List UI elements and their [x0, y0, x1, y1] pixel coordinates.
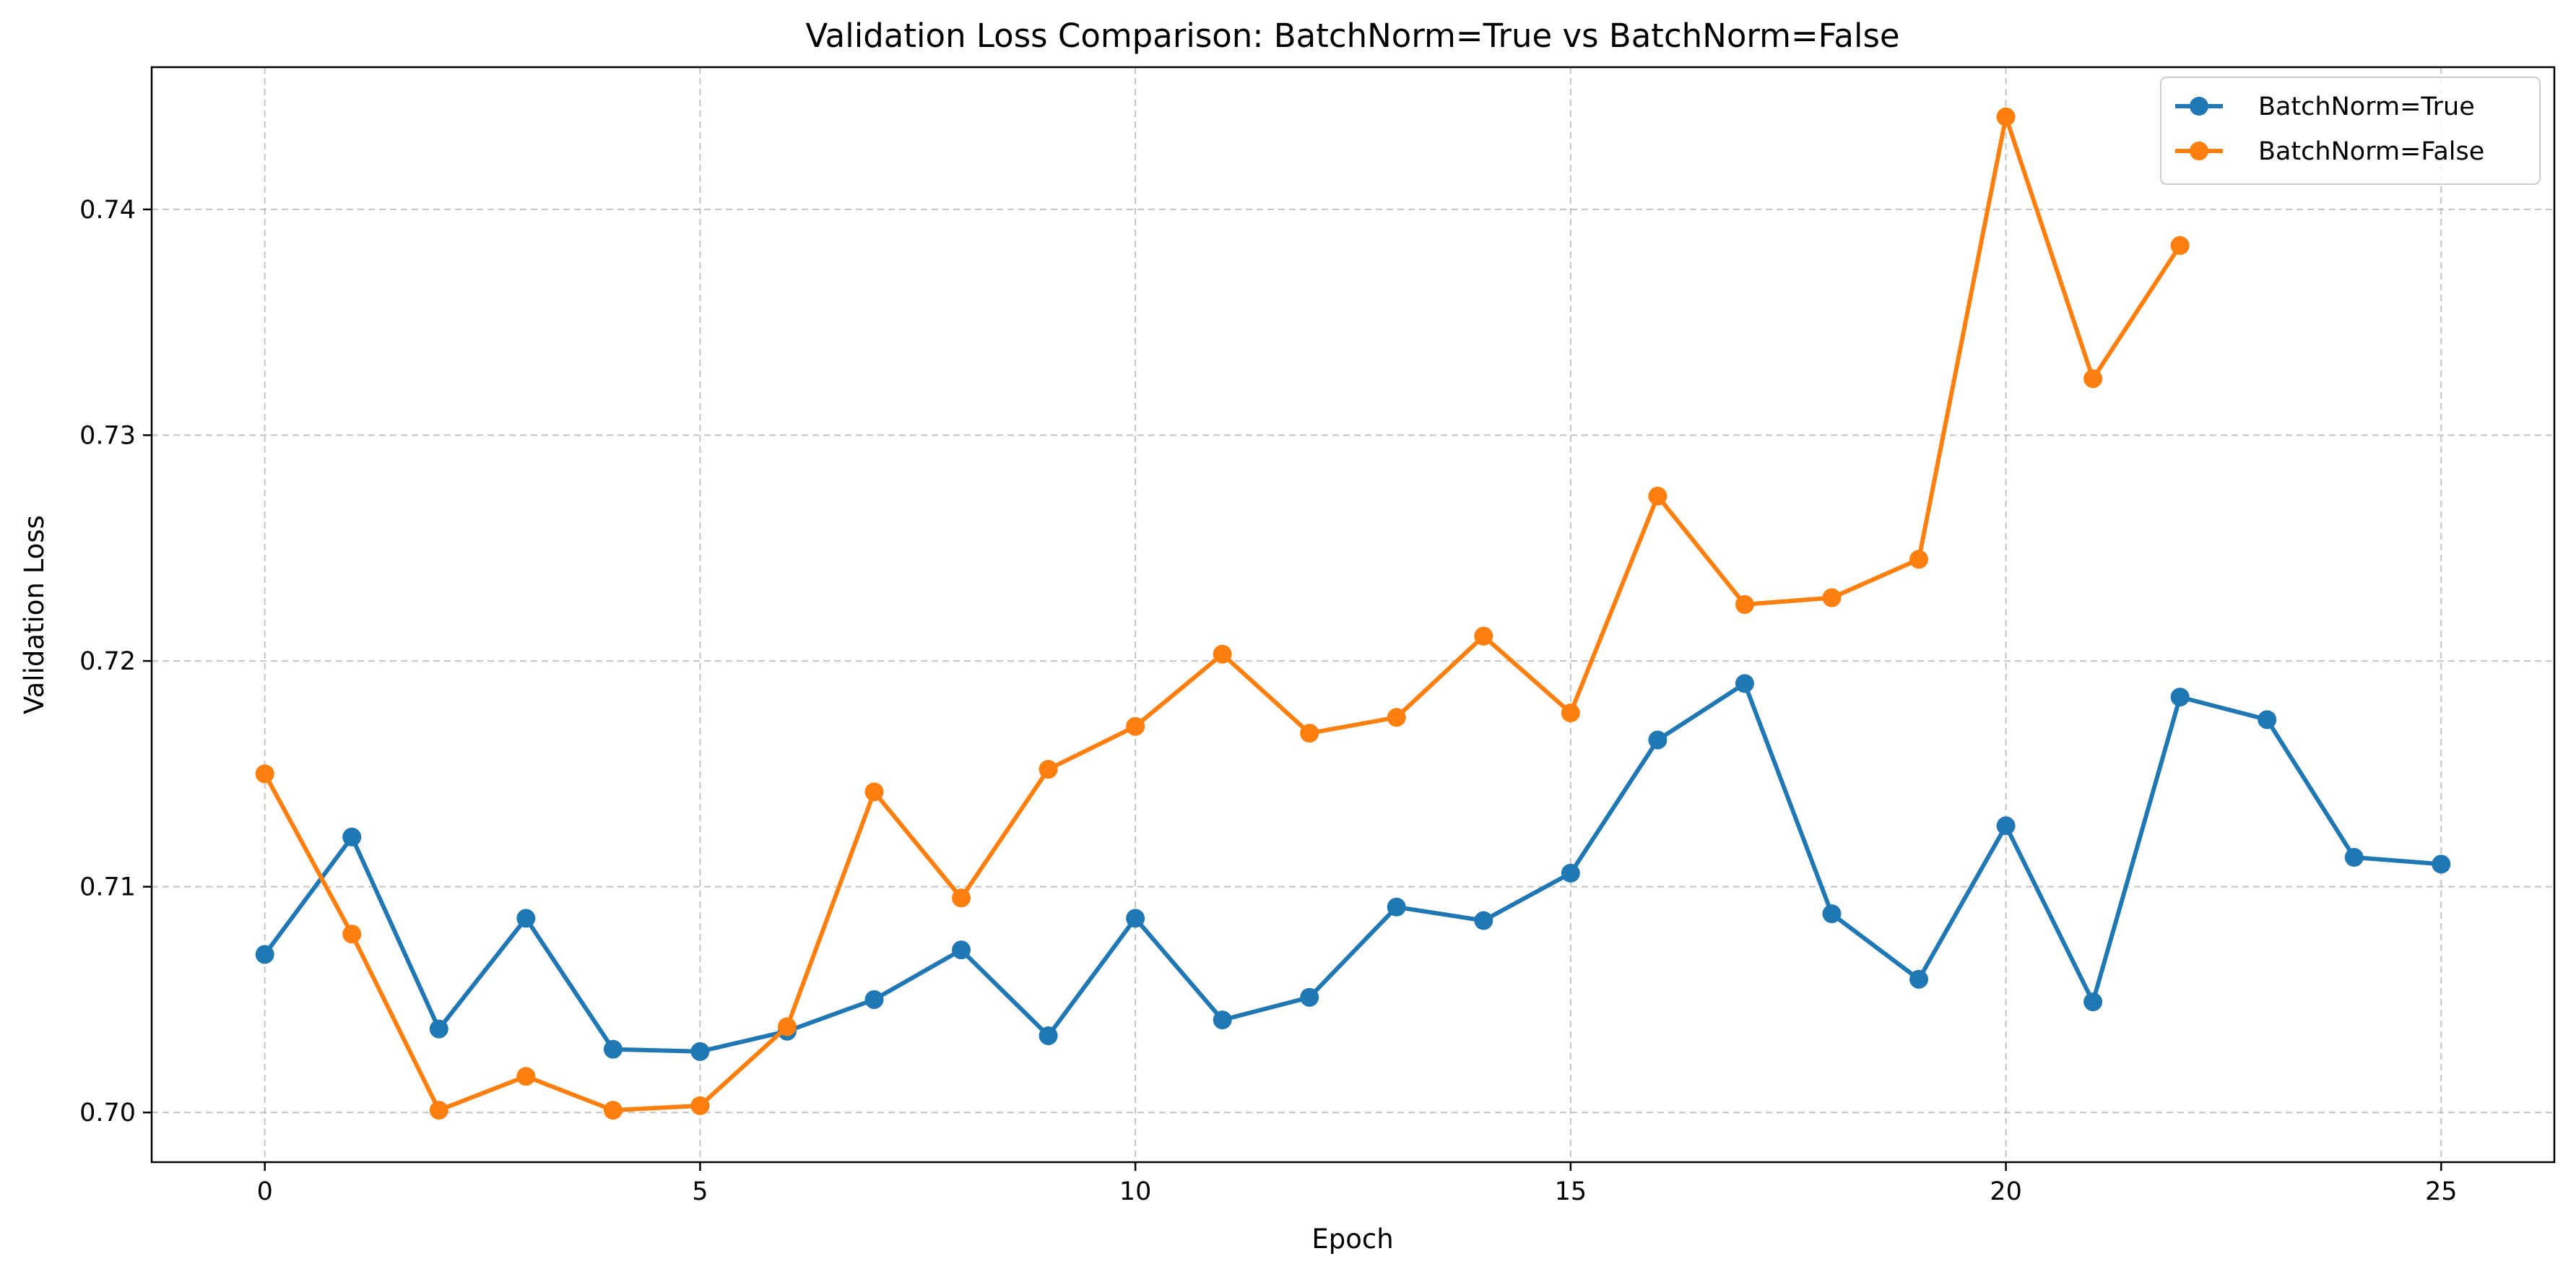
data-point: [1561, 703, 1580, 722]
data-point: [2083, 369, 2103, 389]
data-point: [429, 1101, 448, 1120]
data-point: [1561, 863, 1580, 883]
y-tick-label: 0.74: [79, 196, 136, 225]
data-point: [690, 1042, 710, 1061]
data-point: [1300, 987, 1319, 1007]
data-point: [952, 888, 971, 908]
legend-box: [2160, 77, 2541, 185]
y-tick-label: 0.70: [79, 1099, 136, 1127]
legend: BatchNorm=True BatchNorm=False: [2160, 77, 2541, 185]
data-point: [1996, 107, 2016, 126]
chart-title: Validation Loss Comparison: BatchNorm=Tr…: [805, 17, 1899, 55]
series-lines: [255, 107, 2451, 1120]
data-point: [1735, 674, 1754, 693]
legend-label: BatchNorm=False: [2258, 137, 2484, 166]
data-point: [1387, 897, 1406, 917]
data-point: [1213, 644, 1232, 664]
legend-item: BatchNorm=False: [2175, 137, 2484, 166]
x-tick-label: 20: [1990, 1177, 2022, 1206]
data-point: [1038, 760, 1058, 779]
data-point: [1822, 904, 1842, 924]
x-axis-label: Epoch: [1311, 1224, 1393, 1255]
data-point: [429, 1019, 448, 1039]
y-axis-label: Validation Loss: [19, 515, 50, 714]
axis-ticks: 0 5 10 15 20 25 0.70 0.71 0.72 0.73 0.74: [79, 196, 2458, 1206]
legend-marker: [2190, 142, 2208, 160]
legend-item: BatchNorm=True: [2175, 92, 2475, 121]
data-point: [1474, 626, 1493, 646]
legend-label: BatchNorm=True: [2258, 92, 2475, 121]
data-point: [777, 1017, 797, 1036]
y-tick-label: 0.72: [79, 647, 136, 676]
data-point: [603, 1039, 623, 1059]
data-point: [342, 827, 362, 847]
x-tick-label: 15: [1555, 1177, 1587, 1206]
data-point: [2170, 235, 2190, 255]
data-point: [1213, 1010, 1232, 1030]
x-tick-label: 10: [1119, 1177, 1152, 1206]
x-tick-label: 0: [257, 1177, 273, 1206]
grid-lines: [152, 67, 2554, 1162]
plot-frame: [150, 66, 2556, 1164]
data-point: [516, 1067, 536, 1086]
data-point: [2432, 854, 2451, 874]
series-1: [255, 674, 2451, 1061]
data-point: [1909, 969, 1929, 989]
data-point: [1822, 588, 1842, 607]
data-point: [2344, 848, 2364, 867]
data-point: [2083, 992, 2103, 1012]
y-tick-label: 0.73: [79, 422, 136, 451]
data-point: [2170, 688, 2190, 707]
x-tick-label: 5: [692, 1177, 708, 1206]
x-tick-label: 25: [2425, 1177, 2458, 1206]
data-point: [1126, 717, 1145, 736]
data-point: [1126, 909, 1145, 928]
data-point: [864, 990, 884, 1009]
data-point: [690, 1096, 710, 1115]
data-point: [516, 909, 536, 928]
data-point: [1735, 594, 1754, 614]
data-point: [1996, 816, 2016, 836]
data-point: [255, 945, 274, 964]
data-point: [1038, 1026, 1058, 1045]
series-line: [262, 681, 2444, 1054]
legend-marker: [2190, 97, 2208, 116]
series-2: [255, 107, 2190, 1120]
data-point: [1648, 730, 1668, 750]
data-point: [1474, 911, 1493, 930]
data-point: [1909, 550, 1929, 569]
data-point: [2258, 710, 2277, 730]
data-point: [603, 1101, 623, 1120]
data-point: [255, 764, 274, 784]
y-tick-label: 0.71: [79, 873, 136, 902]
data-point: [1648, 486, 1668, 506]
data-point: [1300, 724, 1319, 743]
data-point: [952, 940, 971, 960]
data-point: [1387, 708, 1406, 727]
data-point: [342, 925, 362, 944]
data-point: [864, 782, 884, 802]
